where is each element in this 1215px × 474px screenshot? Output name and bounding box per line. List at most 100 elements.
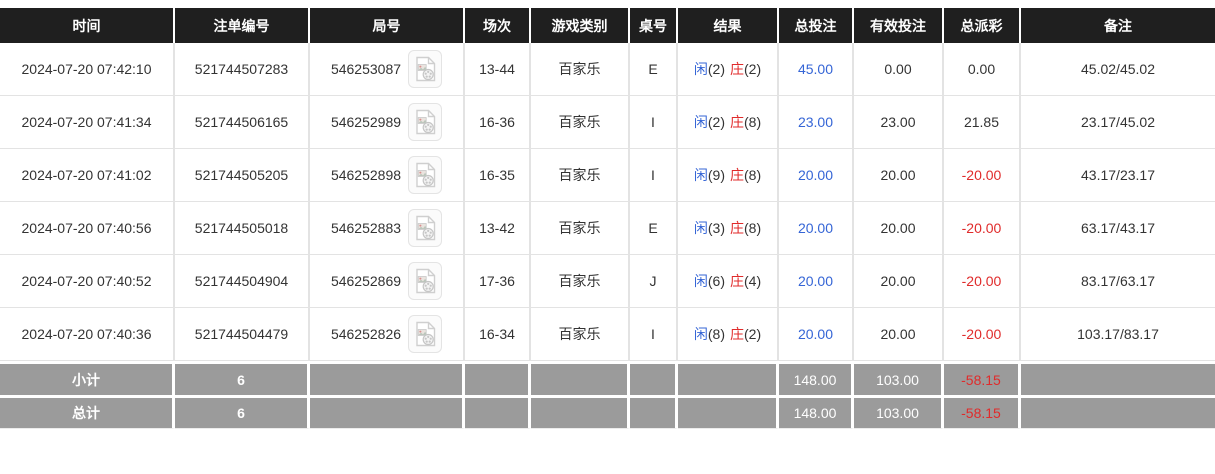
cell-session: 17-36 (465, 255, 531, 308)
round-id-group: 546252869 (330, 262, 443, 300)
result-banker-group: 庄(8) (730, 114, 761, 130)
round-id-group: 546252898 (331, 156, 443, 194)
summary-valid-bet: 103.00 (854, 361, 944, 395)
cell-table-no: I (630, 308, 678, 361)
cell-round-id: 546252826 (310, 308, 465, 361)
summary-empty-cell (531, 361, 630, 395)
result-banker-group: 庄(8) (730, 220, 761, 236)
video-replay-button[interactable] (408, 262, 443, 300)
cell-total-payout: -20.00 (944, 202, 1021, 255)
round-id-group: 546253087 (330, 50, 443, 88)
cell-total-payout: -20.00 (944, 255, 1021, 308)
broken-media-icon (415, 56, 435, 82)
column-header-time: 时间 (0, 8, 175, 43)
cell-total-payout: -20.00 (944, 149, 1021, 202)
table-header-row: 时间 注单编号 局号 场次 游戏类别 桌号 结果 总投注 有效投注 总派彩 备注 (0, 8, 1215, 43)
cell-game-type: 百家乐 (531, 308, 630, 361)
result-banker-score: (8) (744, 220, 762, 236)
cell-result: 闲(9) 庄(8) (678, 149, 779, 202)
cell-session: 13-42 (465, 202, 531, 255)
cell-session: 16-35 (465, 149, 531, 202)
result-banker-score: (2) (744, 326, 762, 342)
result-player-group: 闲(8) (694, 326, 725, 342)
cell-remark: 23.17/45.02 (1021, 96, 1215, 149)
result-banker-label: 庄 (730, 326, 744, 342)
column-header-total-bet: 总投注 (779, 8, 854, 43)
result-banker-group: 庄(2) (730, 326, 761, 342)
cell-time: 2024-07-20 07:42:10 (0, 43, 175, 96)
cell-bet-id: 521744507283 (175, 43, 310, 96)
cell-remark: 45.02/45.02 (1021, 43, 1215, 96)
round-id-text: 546253087 (330, 61, 402, 77)
video-replay-button[interactable] (408, 156, 443, 194)
result-player-group: 闲(3) (694, 220, 725, 236)
cell-total-payout: 21.85 (944, 96, 1021, 149)
result-banker-score: (8) (744, 114, 762, 130)
summary-empty-cell (1021, 395, 1215, 429)
video-replay-button[interactable] (408, 209, 443, 247)
result-player-label: 闲 (693, 114, 708, 130)
broken-media-icon (415, 215, 435, 241)
result-banker-label: 庄 (730, 220, 744, 236)
result-banker-label: 庄 (730, 167, 744, 183)
result-banker-label: 庄 (730, 114, 744, 130)
cell-result: 闲(6) 庄(4) (678, 255, 779, 308)
column-header-remark: 备注 (1021, 8, 1215, 43)
summary-empty-cell (310, 361, 465, 395)
cell-game-type: 百家乐 (531, 202, 630, 255)
result-player-label: 闲 (693, 220, 708, 236)
result-player-label: 闲 (693, 61, 708, 77)
broken-media-icon (415, 268, 435, 294)
result-banker-group: 庄(2) (730, 61, 761, 77)
round-id-text: 546252869 (330, 273, 402, 289)
result-banker-label: 庄 (730, 61, 744, 77)
summary-row: 小计 6 148.00 103.00 -58.15 (0, 361, 1215, 395)
result-banker-score: (2) (744, 61, 762, 77)
result-player-score: (2) (707, 114, 725, 130)
summary-count: 6 (175, 395, 310, 429)
cell-game-type: 百家乐 (531, 43, 630, 96)
summary-total-payout: -58.15 (944, 361, 1021, 395)
summary-empty-cell (678, 361, 779, 395)
summary-empty-cell (630, 361, 678, 395)
summary-empty-cell (630, 395, 678, 429)
table-row: 2024-07-20 07:41:02 521744505205 5462528… (0, 149, 1215, 202)
broken-media-icon (415, 109, 435, 135)
round-id-group: 546252989 (331, 103, 443, 141)
result-banker-group: 庄(8) (730, 167, 761, 183)
video-replay-button[interactable] (408, 315, 443, 353)
cell-table-no: J (630, 255, 678, 308)
video-replay-button[interactable] (408, 103, 443, 141)
bet-records-table: 时间 注单编号 局号 场次 游戏类别 桌号 结果 总投注 有效投注 总派彩 备注… (0, 8, 1215, 429)
result-player-score: (8) (707, 326, 725, 342)
cell-remark: 63.17/43.17 (1021, 202, 1215, 255)
cell-bet-id: 521744504479 (175, 308, 310, 361)
cell-remark: 83.17/63.17 (1021, 255, 1215, 308)
result-player-score: (3) (707, 220, 725, 236)
round-id-text: 546252826 (330, 326, 402, 342)
summary-total-payout: -58.15 (944, 395, 1021, 429)
cell-session: 16-36 (465, 96, 531, 149)
result-player-group: 闲(2) (694, 61, 725, 77)
cell-remark: 103.17/83.17 (1021, 308, 1215, 361)
summary-empty-cell (1021, 361, 1215, 395)
round-id-group: 546252826 (330, 315, 443, 353)
result-banker-group: 庄(4) (730, 273, 761, 289)
cell-bet-id: 521744506165 (175, 96, 310, 149)
video-replay-button[interactable] (408, 50, 443, 88)
table-row: 2024-07-20 07:42:10 521744507283 5462530… (0, 43, 1215, 96)
table-row: 2024-07-20 07:41:34 521744506165 5462529… (0, 96, 1215, 149)
table-row: 2024-07-20 07:40:52 521744504904 5462528… (0, 255, 1215, 308)
summary-valid-bet: 103.00 (854, 395, 944, 429)
cell-time: 2024-07-20 07:40:36 (0, 308, 175, 361)
result-banker-label: 庄 (730, 273, 744, 289)
table-row: 2024-07-20 07:40:56 521744505018 5462528… (0, 202, 1215, 255)
cell-result: 闲(2) 庄(8) (678, 96, 779, 149)
cell-valid-bet: 20.00 (854, 149, 944, 202)
cell-total-bet: 20.00 (779, 255, 854, 308)
column-header-bet-id: 注单编号 (175, 8, 310, 43)
round-id-group: 546252883 (331, 209, 443, 247)
column-header-table-no: 桌号 (630, 8, 678, 43)
broken-media-icon (415, 321, 435, 347)
summary-empty-cell (531, 395, 630, 429)
